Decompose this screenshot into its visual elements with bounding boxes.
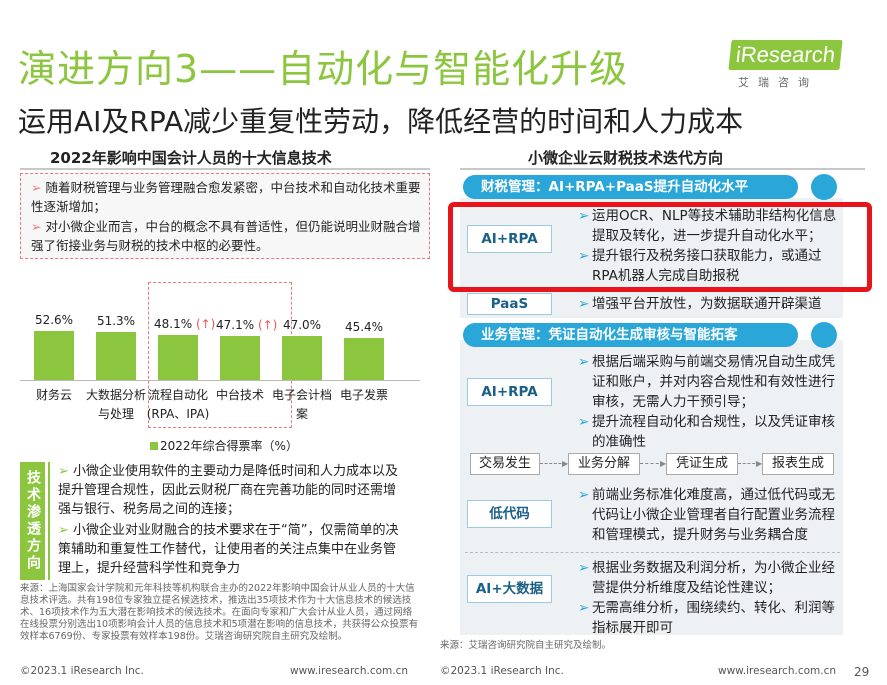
- page-number: 29: [854, 665, 870, 679]
- flow-step: 凭证生成: [666, 453, 738, 475]
- bar-category-label: 财务云: [35, 388, 72, 402]
- legend-swatch: [150, 442, 158, 450]
- bar-value-label: 47.0%: [282, 318, 322, 333]
- bar-chart: 52.6% 财务云 51.3% 大数据分析 与处理 48.1% (↑) 流程自动化 (RPA、…: [20, 270, 435, 450]
- tag-paas: PaaS: [467, 293, 552, 315]
- up-arrow-mark: (↑): [192, 317, 216, 332]
- left-footer-url[interactable]: www.iresearch.com.cn: [290, 665, 409, 677]
- bar-value-label: 52.6%: [34, 313, 74, 328]
- right-footer-copyright: ©2023.1 iResearch Inc.: [440, 665, 564, 677]
- flow-arrow: [540, 463, 566, 464]
- tag-ai-rpa: AI+RPA: [467, 225, 552, 253]
- flow-step: 报表生成: [762, 453, 834, 475]
- arrow-icon: ▶: [660, 459, 667, 468]
- flow-arrow: [738, 463, 760, 464]
- tag-low-code: 低代码: [467, 500, 552, 528]
- arrow-icon: ▶: [756, 459, 763, 468]
- red-highlight-box: [448, 202, 872, 292]
- penetration-bullet-1: ➢ 小微企业使用软件的主要动力是降低时间和人力成本以及提升管理合规性，因此云财税…: [58, 464, 399, 517]
- iresearch-logo: iResearch 艾瑞咨询: [728, 40, 850, 90]
- bar-category-label: 大数据分析 与处理: [85, 388, 146, 421]
- flow-step: 业务分解: [568, 453, 640, 475]
- chart-bar: [220, 336, 260, 380]
- left-source: 来源：上海国家会计学院和元年科技等机构联合主办的2022年影响中国会计从业人员的…: [20, 583, 419, 642]
- pill-business-management: 业务管理：凭证自动化生成审核与智能拓客: [463, 323, 798, 347]
- penetration-label: 技术渗透方向: [20, 462, 45, 580]
- left-bullet-box: ➢ 随着财税管理与业务管理融合愈发紧密，中台技术和自动化技术重要性逐渐增加； ➢…: [20, 173, 430, 259]
- bar-category-label: 电子会计档案: [271, 388, 332, 421]
- page-title: 演进方向3——自动化与智能化升级: [18, 47, 629, 91]
- left-section-title: 2022年影响中国会计人员的十大信息技术: [50, 149, 332, 167]
- right-source: 来源：艾瑞咨询研究院自主研究及绘制。: [440, 640, 612, 651]
- chart-bar: [96, 332, 136, 380]
- pill-finance-management: 财税管理：AI+RPA+PaaS提升自动化水平: [463, 175, 798, 199]
- flow-step: 交易发生: [470, 453, 540, 475]
- divider: [20, 168, 430, 170]
- chart-legend: 2022年综合得票率（%）: [150, 437, 298, 454]
- bar-value-label: 47.1% (↑): [216, 318, 278, 333]
- chart-bar: [282, 336, 322, 380]
- bar-category-label: 流程自动化 (RPA、IPA): [146, 388, 210, 421]
- logo-cn: 艾瑞咨询: [738, 76, 818, 89]
- tag-ai-big-data: AI+大数据: [467, 575, 552, 603]
- bar-category-label: 电子发票: [339, 388, 388, 402]
- chart-bar: [34, 331, 74, 380]
- bar-category-label: 中台技术: [215, 388, 264, 402]
- flow-arrow: [640, 463, 664, 464]
- arrow-icon: ▶: [562, 459, 569, 468]
- chart-bar: [344, 337, 384, 380]
- penetration-bullet-2: ➢ 小微企业对业财融合的技术要求在于“简”，仅需简单的决策辅助和重复性工作替代，…: [58, 523, 399, 576]
- logo-text: iResearch: [728, 40, 843, 70]
- left-bullet-2: ➢ 对小微企业而言，中台的概念不具有普适性，但仍能说明业财融合增强了衔接业务与财…: [31, 219, 421, 253]
- divider: [465, 552, 840, 553]
- row-low-code: ➢ 前端业务标准化难度高，通过低代码或无代码让小微企业管理者自行配置业务流程和管理…: [578, 487, 835, 543]
- process-flow: 交易发生 ▶ 业务分解 ▶ 凭证生成 ▶ 报表生成: [470, 453, 840, 475]
- row-ai-rpa-finance: ➢ 运用OCR、NLP等技术辅助非结构化信息提取及转化，进一步提升自动化水平； ➢…: [578, 208, 837, 284]
- circle-icon: [811, 174, 837, 200]
- divider: [460, 168, 865, 170]
- row-ai-big-data: ➢ 根据业务数据及利润分析，为小微企业经营提供分析维度及结论性建议； ➢ 无需高维分…: [578, 560, 835, 636]
- right-footer-url[interactable]: www.iresearch.com.cn: [718, 665, 837, 677]
- x-axis: [20, 380, 420, 381]
- bar-value-label: 51.3%: [96, 314, 136, 329]
- row-paas: ➢ 增强平台开放性，为数据联通开辟渠道: [578, 296, 822, 312]
- right-section-title: 小微企业云财税技术迭代方向: [528, 149, 724, 167]
- tag-ai-rpa-business: AI+RPA: [467, 378, 552, 406]
- left-bullet-1: ➢ 随着财税管理与业务管理融合愈发紧密，中台技术和自动化技术重要性逐渐增加；: [31, 180, 421, 214]
- bar-value-label: 45.4%: [344, 319, 384, 334]
- chart-bar: [158, 335, 198, 380]
- bar-value-label: 48.1% (↑): [154, 317, 216, 332]
- penetration-bar: [48, 462, 50, 580]
- circle-icon: [811, 322, 837, 348]
- page-subtitle: 运用AI及RPA减少重复性劳动，降低经营的时间和人力成本: [18, 105, 744, 138]
- row-ai-rpa-business: ➢ 根据后端采购与前端交易情况自动生成凭证和账户，并对内容合规性和有效性进行审核，…: [578, 354, 835, 450]
- up-arrow-mark: (↑): [254, 318, 278, 333]
- left-footer-copyright: ©2023.1 iResearch Inc.: [20, 665, 144, 677]
